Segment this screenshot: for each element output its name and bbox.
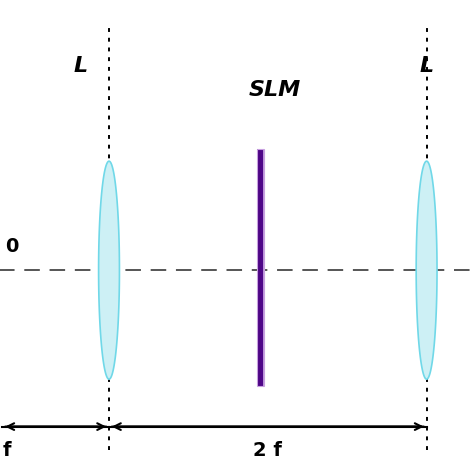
Text: 0: 0 [5,237,18,256]
Bar [257,149,264,386]
Bar [263,149,264,386]
Bar [257,149,264,386]
Bar [259,149,260,386]
Text: L: L [419,56,434,76]
Text: SLM: SLM [249,80,301,100]
Polygon shape [416,161,437,379]
Bar [260,149,261,386]
Bar [263,149,264,386]
Bar [257,149,259,386]
Text: f: f [2,441,11,460]
Text: 2 f: 2 f [254,441,282,460]
Bar [261,149,263,386]
Text: L: L [73,56,88,76]
Polygon shape [99,161,119,379]
